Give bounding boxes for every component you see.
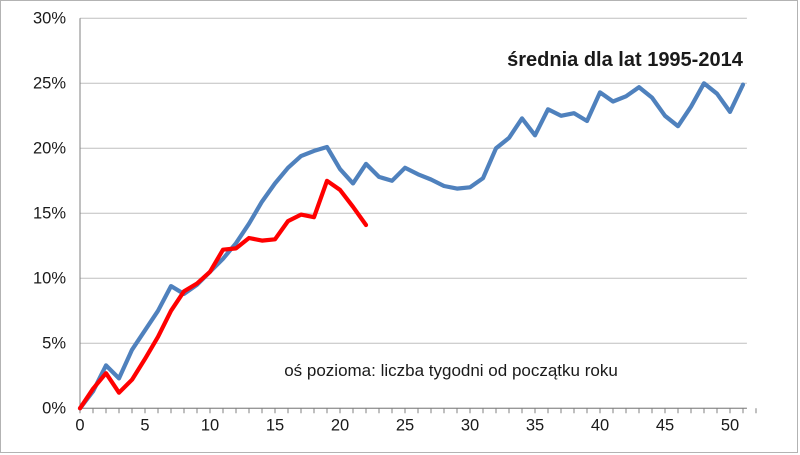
svg-text:20: 20 — [331, 416, 349, 434]
svg-text:40: 40 — [591, 416, 609, 434]
svg-text:45: 45 — [656, 416, 674, 434]
svg-text:25%: 25% — [33, 74, 66, 92]
svg-text:30%: 30% — [33, 9, 66, 27]
svg-text:30: 30 — [461, 416, 479, 434]
svg-text:35: 35 — [526, 416, 544, 434]
svg-text:10: 10 — [201, 416, 219, 434]
svg-text:50: 50 — [721, 416, 739, 434]
svg-text:20%: 20% — [33, 139, 66, 157]
svg-text:5%: 5% — [42, 334, 66, 352]
svg-text:10%: 10% — [33, 269, 66, 287]
svg-text:25: 25 — [396, 416, 414, 434]
svg-text:15%: 15% — [33, 204, 66, 222]
svg-text:0%: 0% — [42, 399, 66, 417]
svg-text:5: 5 — [140, 416, 149, 434]
svg-text:0: 0 — [75, 416, 84, 434]
svg-text:15: 15 — [266, 416, 284, 434]
svg-text:oś pozioma: liczba tygodni od: oś pozioma: liczba tygodni od początku r… — [284, 361, 618, 380]
svg-text:średnia dla lat 1995-2014: średnia dla lat 1995-2014 — [507, 49, 744, 71]
